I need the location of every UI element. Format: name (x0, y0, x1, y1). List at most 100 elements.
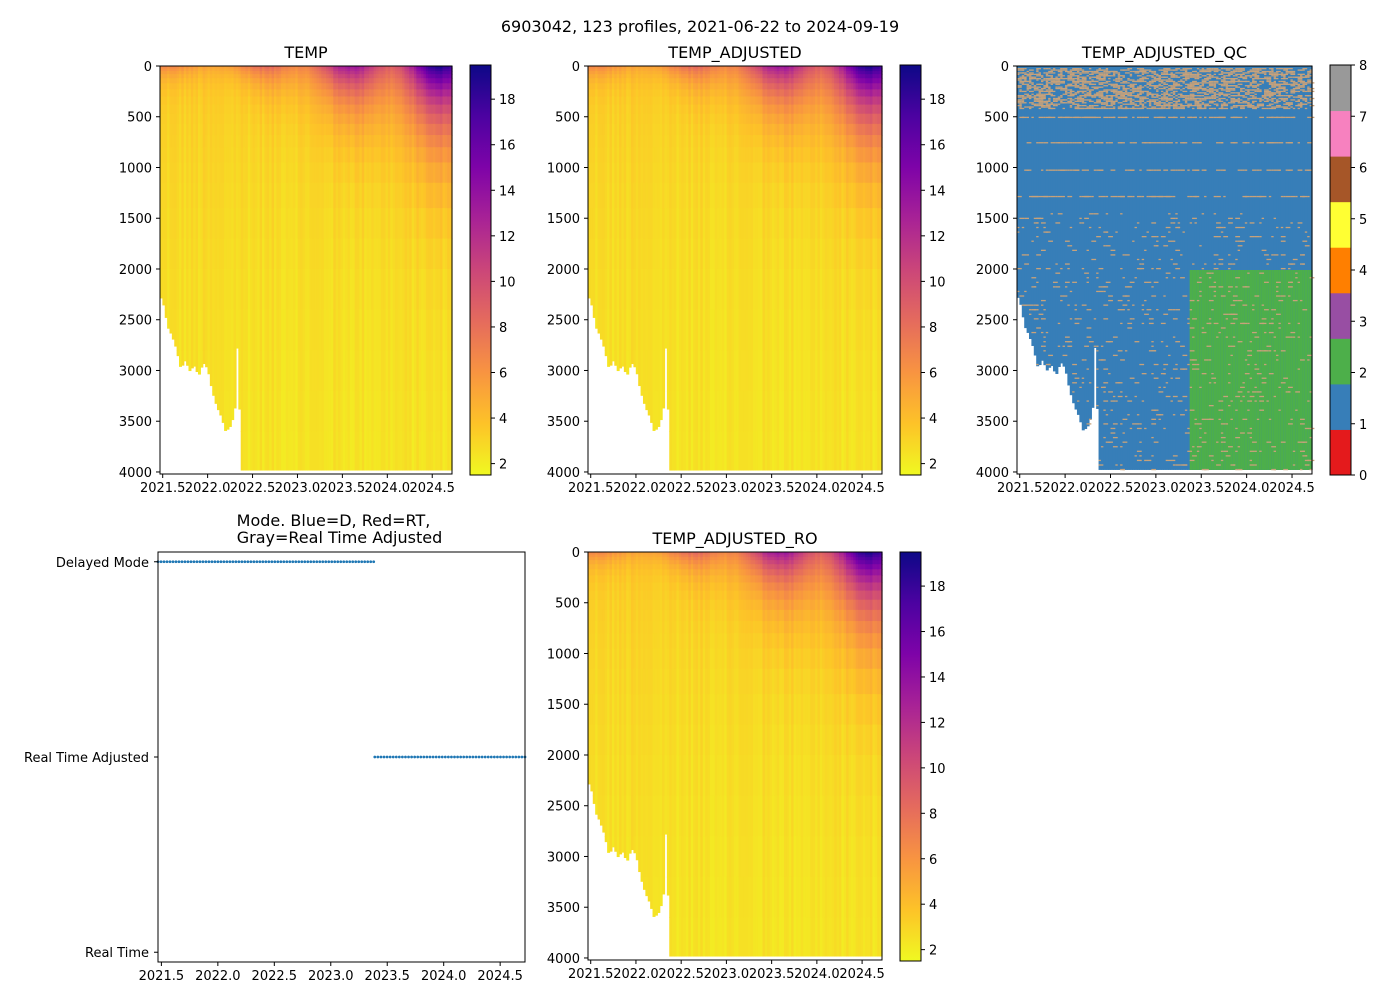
temp_adj-cell (690, 66, 694, 70)
temp-cell (233, 350, 237, 392)
temp_adj-cell (712, 162, 716, 184)
temp_adj-cell (831, 309, 835, 351)
temp-cell (231, 123, 235, 136)
temp_adj-cell (588, 68, 591, 72)
temp-cell (247, 68, 251, 72)
temp_adj-cell (726, 350, 730, 392)
temp-cell (292, 268, 296, 311)
temp_adj-cell (812, 431, 816, 471)
temp_adj-cell (827, 89, 831, 98)
temp_adj-cell (697, 66, 701, 70)
temp-cell (371, 268, 375, 311)
temp-cell (176, 83, 180, 90)
temp-cell (309, 78, 313, 84)
temp-cell (354, 74, 358, 79)
temp_adj-cell (664, 113, 668, 125)
temp-cell (402, 83, 406, 90)
temp-cell (238, 89, 242, 98)
temp-cell (357, 113, 361, 125)
temp-cell (402, 74, 406, 79)
temp-cell (402, 96, 406, 106)
temp-cell (292, 66, 296, 70)
temp-cell (416, 74, 420, 79)
temp_adj-cell (781, 268, 785, 311)
temp-cell (333, 350, 337, 392)
temp-cell (250, 113, 254, 125)
temp_adj-cell (769, 113, 773, 125)
temp_adj-cell (700, 162, 704, 184)
temp_adj-cell (642, 71, 646, 75)
temp_adj-cell (700, 66, 704, 70)
temp-cell (425, 96, 429, 106)
temp-cell (447, 74, 451, 79)
temp_adj-cell (798, 309, 802, 351)
temp_adj-cell (702, 123, 706, 136)
temp_adj-cell (709, 182, 713, 209)
temp_adj-cell (764, 74, 768, 79)
temp-cell (421, 268, 425, 311)
temp-cell (271, 162, 275, 184)
temp-cell (250, 78, 254, 84)
temp_adj-cell (662, 104, 666, 115)
temp-cell (307, 68, 311, 72)
temp-cell (359, 350, 363, 392)
temp-cell (269, 268, 273, 311)
temp_adj-cell (827, 68, 831, 72)
temp-cell (387, 162, 391, 184)
temp-cell (231, 74, 235, 79)
temp-cell (197, 74, 201, 79)
temp-cell (259, 78, 263, 84)
temp-cell (233, 74, 237, 79)
temp_adj-cell (638, 89, 642, 98)
temp_adj-cell (781, 390, 785, 432)
temp_adj-cell (688, 78, 692, 84)
temp_adj-cell (803, 162, 807, 184)
temp-cell (283, 182, 287, 209)
temp_adj-cell (748, 89, 752, 98)
temp_adj-cell (750, 147, 754, 164)
temp_adj-cell (738, 83, 742, 90)
temp-cell (437, 147, 441, 164)
temp-cell (376, 147, 380, 164)
temp_adj-cell (652, 123, 656, 136)
temp_adj-cell (819, 309, 823, 351)
temp_adj-cell (752, 135, 756, 148)
temp-cell (323, 208, 327, 240)
temp_adj-cell (798, 78, 802, 84)
temp-cell (188, 268, 192, 311)
temp-cell (385, 71, 389, 75)
temp_adj-cell (688, 66, 692, 70)
temp_adj-cell (678, 147, 682, 164)
temp-cell (167, 113, 171, 125)
temp-cell (266, 162, 270, 184)
temp-cell (238, 268, 242, 311)
temp_adj-cell (726, 268, 730, 311)
temp-cell (169, 68, 173, 72)
temp-cell (235, 147, 239, 164)
temp-cell (352, 135, 356, 148)
temp-cell (416, 162, 420, 184)
temp_adj-cell (731, 71, 735, 75)
temp-cell (449, 147, 453, 164)
temp-cell (359, 123, 363, 136)
temp-cell (385, 113, 389, 125)
temp_adj-cell (697, 104, 701, 115)
temp_adj-cell (595, 66, 599, 70)
temp_adj-cell (681, 123, 685, 136)
temp-cell (349, 68, 353, 72)
temp_adj-cell (779, 74, 783, 79)
temp-cell (281, 83, 285, 90)
temp_adj-cell (642, 89, 646, 98)
temp_adj-cell (659, 208, 663, 240)
temp_adj-cell (631, 104, 635, 115)
temp_adj-cell (650, 208, 654, 240)
temp-cell (314, 147, 318, 164)
temp-cell (288, 113, 292, 125)
temp-cell (330, 309, 334, 351)
temp-cell (250, 89, 254, 98)
temp_adj-cell (599, 147, 603, 164)
temp-cell (338, 135, 342, 148)
temp-cell (321, 162, 325, 184)
temp_adj-cell (707, 104, 711, 115)
temp-cell (262, 68, 266, 72)
